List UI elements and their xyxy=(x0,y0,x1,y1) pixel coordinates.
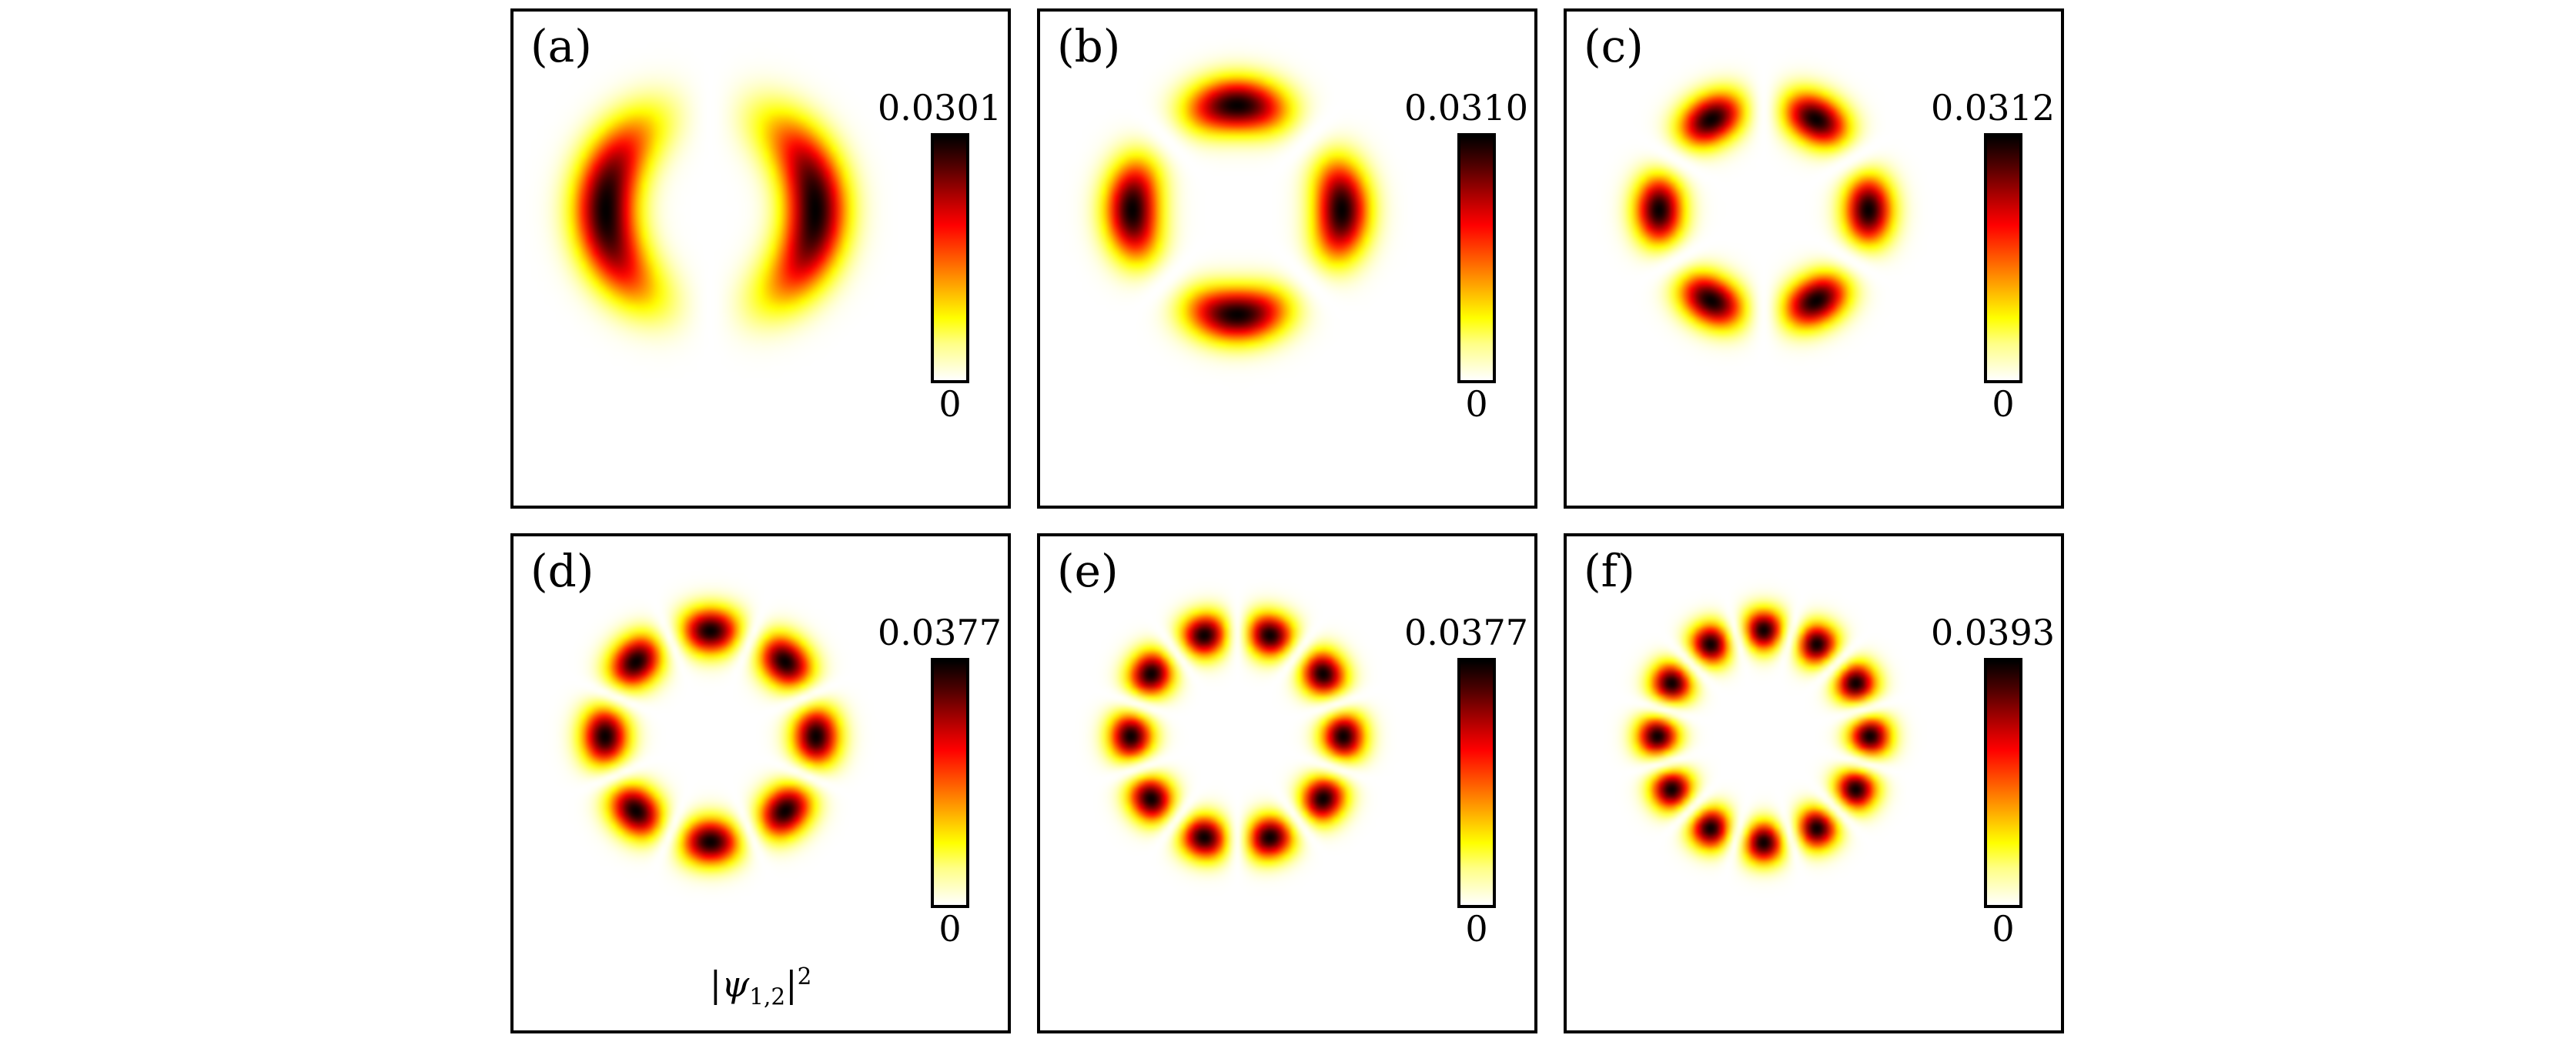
colorbar-c xyxy=(1984,133,2022,383)
density-plot-f xyxy=(1567,536,2061,1030)
density-plot-d xyxy=(514,536,1008,1030)
colorbar-min-label-f: 0 xyxy=(1992,908,2015,950)
colorbar-d xyxy=(931,658,969,908)
panel-d: (d) 0.0377 0 |ψ1,2|2 xyxy=(510,533,1011,1033)
panel-b: (b) 0.0310 0 xyxy=(1037,8,1537,509)
panel-label-a: (a) xyxy=(530,20,592,72)
colorbar-min-label-c: 0 xyxy=(1992,383,2015,425)
panel-c: (c) 0.0312 0 xyxy=(1564,8,2064,509)
density-plot-e xyxy=(1040,536,1534,1030)
colorbar-min-label-a: 0 xyxy=(938,383,962,425)
density-plot-c xyxy=(1567,12,2061,506)
colorbar-max-label-d: 0.0377 xyxy=(878,612,1002,653)
psi-subscript: 1,2 xyxy=(749,983,786,1010)
panel-f: (f) 0.0393 0 xyxy=(1564,533,2064,1033)
colorbar-max-label-a: 0.0301 xyxy=(878,87,1002,129)
psi-squared-caption: |ψ1,2|2 xyxy=(514,963,1008,1010)
colorbar-min-label-d: 0 xyxy=(938,908,962,950)
panel-label-d: (d) xyxy=(530,545,594,597)
colorbar-max-label-c: 0.0312 xyxy=(1931,87,2055,129)
colorbar-min-label-b: 0 xyxy=(1465,383,1488,425)
panel-label-f: (f) xyxy=(1584,545,1635,597)
colorbar-max-label-e: 0.0377 xyxy=(1404,612,1528,653)
panel-label-e: (e) xyxy=(1057,545,1119,597)
squared-exponent: 2 xyxy=(797,963,812,990)
abs-bar-open: | xyxy=(709,963,722,1006)
abs-bar-close: | xyxy=(785,963,798,1006)
psi-symbol: ψ xyxy=(721,963,750,1006)
colorbar-max-label-b: 0.0310 xyxy=(1404,87,1528,129)
panel-label-c: (c) xyxy=(1584,20,1644,72)
colorbar-f xyxy=(1984,658,2022,908)
colorbar-max-label-f: 0.0393 xyxy=(1931,612,2055,653)
panel-e: (e) 0.0377 0 xyxy=(1037,533,1537,1033)
colorbar-e xyxy=(1457,658,1496,908)
colorbar-b xyxy=(1457,133,1496,383)
density-plot-a xyxy=(514,12,1008,506)
colorbar-min-label-e: 0 xyxy=(1465,908,1488,950)
panel-label-b: (b) xyxy=(1057,20,1121,72)
panel-a: (a) 0.0301 0 xyxy=(510,8,1011,509)
colorbar-a xyxy=(931,133,969,383)
density-plot-b xyxy=(1040,12,1534,506)
